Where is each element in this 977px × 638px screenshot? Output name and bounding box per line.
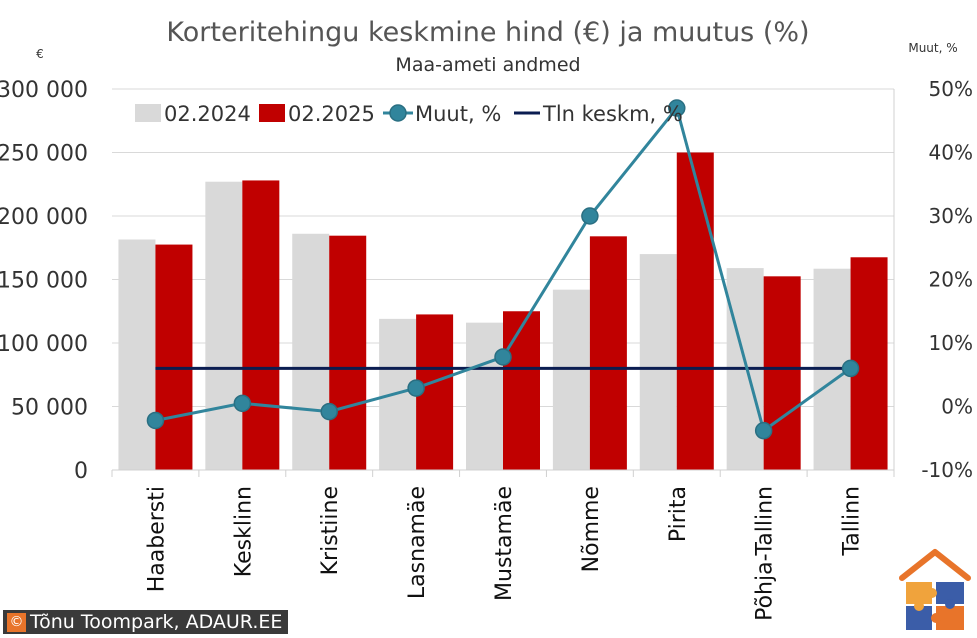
legend-label-avg: Tln keskm, %: [542, 102, 683, 126]
axes: [111, 89, 895, 477]
left-axis-ticks: 0 50 000 100 000 150 000 200 000 250 000 300 0…: [0, 78, 88, 484]
category-label: Tallinn: [840, 486, 865, 557]
bar-2024: [552, 289, 590, 470]
lines: [146, 99, 860, 440]
bar-2024: [466, 322, 503, 470]
change-marker: [233, 394, 252, 413]
chart-title: Korteritehingu keskmine hind (€) ja muut…: [166, 17, 809, 48]
left-tick-label: 150 000: [0, 269, 88, 294]
legend-swatch-2025: [259, 104, 285, 122]
legend-swatch-change-marker: [389, 104, 407, 122]
right-tick-label: -10%: [921, 458, 973, 482]
category-label: Nõmme: [579, 486, 604, 572]
category-label: Kesklinn: [231, 486, 256, 577]
left-tick-label: 0: [74, 459, 88, 484]
legend-label-change: Muut, %: [415, 102, 501, 126]
bar-2024: [205, 181, 243, 470]
house-puzzle-icon: [899, 549, 971, 630]
bar-2025: [503, 311, 540, 470]
category-labels: Haabersti Kesklinn Kristiine Lasnamäe Mustam…: [144, 486, 864, 621]
credit-badge: © Tõnu Toompark, ADAUR.EE: [3, 610, 289, 634]
bar-2024: [292, 233, 330, 470]
category-label: Mustamäe: [492, 486, 517, 601]
left-tick-label: 300 000: [0, 78, 88, 103]
bar-2025: [763, 276, 801, 470]
bars: [118, 152, 888, 470]
left-tick-label: 50 000: [11, 396, 88, 421]
change-marker: [407, 379, 425, 397]
bar-2024: [639, 254, 677, 470]
bar-2025: [329, 235, 367, 470]
category-label: Põhja-Tallinn: [753, 486, 778, 621]
credit-text: Tõnu Toompark, ADAUR.EE: [30, 611, 283, 633]
bar-2024: [118, 239, 156, 470]
chart-subtitle: Maa-ameti andmed: [395, 54, 580, 76]
category-label: Pirita: [666, 486, 691, 542]
change-marker: [668, 99, 686, 117]
right-axis-ticks: -10% 0% 10% 20% 30% 40% 50%: [921, 77, 973, 482]
change-marker: [320, 402, 338, 421]
change-marker: [841, 359, 860, 378]
change-marker: [146, 411, 165, 430]
left-tick-label: 100 000: [0, 332, 88, 357]
left-axis-unit: €: [36, 47, 44, 61]
category-label: Lasnamäe: [405, 486, 430, 599]
bar-2025: [242, 180, 280, 470]
bar-2025: [155, 244, 193, 470]
left-tick-label: 200 000: [0, 205, 88, 230]
right-tick-label: 0%: [941, 395, 973, 419]
right-axis-unit: Muut, %: [908, 41, 957, 55]
left-tick-label: 250 000: [0, 142, 88, 167]
bar-2025: [589, 236, 627, 470]
category-label: Kristiine: [318, 486, 343, 575]
change-marker: [494, 348, 512, 366]
right-tick-label: 30%: [929, 204, 973, 228]
bar-2025: [676, 152, 714, 470]
legend-label-2024: 02.2024: [164, 102, 251, 126]
legend-label-2025: 02.2025: [288, 102, 375, 126]
right-tick-label: 50%: [929, 77, 973, 101]
change-marker: [581, 207, 599, 225]
right-tick-label: 40%: [929, 141, 973, 165]
right-tick-label: 20%: [929, 268, 973, 292]
change-marker: [754, 421, 773, 440]
copyright-icon: ©: [7, 612, 26, 632]
category-label: Haabersti: [144, 486, 169, 592]
right-tick-label: 10%: [929, 331, 973, 355]
legend-swatch-2024: [135, 104, 161, 122]
legend: 02.2024 02.2025 Muut, % Tln keskm, %: [135, 102, 683, 126]
